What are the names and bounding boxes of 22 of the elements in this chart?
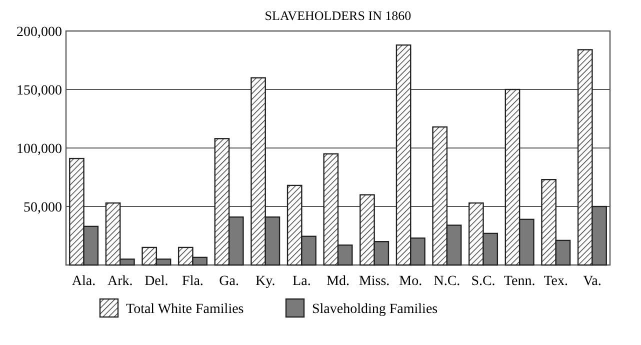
x-tick-label: La.: [292, 274, 311, 289]
x-tick-label: Va.: [583, 274, 602, 289]
y-tick-label: 200,000: [16, 24, 62, 40]
legend-label: Total White Families: [126, 302, 244, 317]
x-tick-label: Ky.: [256, 274, 276, 289]
y-tick-label: 100,000: [16, 142, 62, 157]
x-tick-label: Md.: [326, 274, 350, 289]
y-tick-label: 150,000: [16, 83, 62, 98]
legend-label: Slaveholding Families: [312, 302, 438, 317]
x-tick-label: Fla.: [182, 274, 204, 289]
x-tick-label: Ark.: [107, 274, 133, 289]
x-tick-label: Del.: [144, 274, 168, 289]
x-tick-label: Tenn.: [504, 274, 536, 289]
x-tick-label: Ga.: [219, 274, 239, 289]
x-tick-label: Tex.: [544, 274, 568, 289]
x-tick-label: Miss.: [358, 274, 390, 289]
chart-title: SLAVEHOLDERS IN 1860: [264, 8, 412, 23]
x-tick-label: S.C.: [471, 274, 496, 289]
x-tick-label: Mo.: [399, 274, 422, 289]
y-tick-label: 50,000: [24, 200, 62, 216]
x-tick-label: N.C.: [434, 274, 460, 289]
x-tick-label: Ala.: [72, 274, 96, 289]
